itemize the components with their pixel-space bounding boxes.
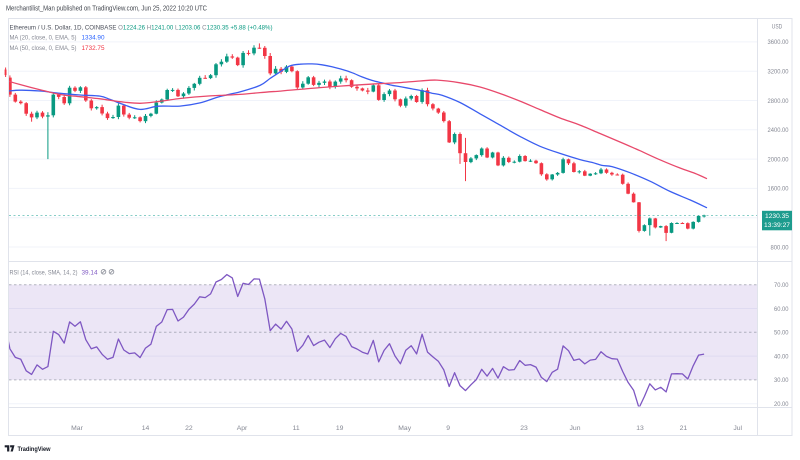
svg-text:70.00: 70.00 [774,282,789,289]
svg-text:RSI (14, close, SMA, 14, 2): RSI (14, close, SMA, 14, 2) [10,269,78,276]
svg-text:1600.00: 1600.00 [768,186,789,193]
svg-text:30.00: 30.00 [774,377,789,384]
svg-text:Jul: Jul [733,425,742,432]
svg-text:800.00: 800.00 [771,244,789,251]
svg-text:TradingView: TradingView [18,446,51,453]
svg-text:14: 14 [142,425,150,432]
svg-text:Mar: Mar [71,425,83,432]
svg-text:2400.00: 2400.00 [768,127,789,134]
svg-text:1334.90: 1334.90 [82,35,105,42]
svg-text:Ethereum / U.S. Dollar, 1D, CO: Ethereum / U.S. Dollar, 1D, COINBASE O12… [10,24,273,31]
svg-text:1230.35: 1230.35 [765,213,789,220]
svg-text:9: 9 [446,425,450,432]
svg-text:23: 23 [520,425,528,432]
svg-text:13: 13 [636,425,644,432]
svg-text:Merchantilist_Man published on: Merchantilist_Man published on TradingVi… [6,3,207,12]
svg-text:Jun: Jun [570,425,581,432]
svg-text:60.00: 60.00 [774,306,789,313]
svg-text:MA (50, close, 0, EMA, 5): MA (50, close, 0, EMA, 5) [10,45,77,52]
svg-text:22: 22 [185,425,193,432]
svg-text:21: 21 [680,425,688,432]
svg-text:20.00: 20.00 [774,401,789,408]
svg-text:39.14: 39.14 [82,269,98,276]
svg-text:3600.00: 3600.00 [768,39,789,46]
svg-text:13:39:27: 13:39:27 [764,222,790,229]
svg-text:11: 11 [293,425,300,432]
svg-text:MA (20, close, 0, EMA, 5): MA (20, close, 0, EMA, 5) [10,35,77,42]
svg-text:50.00: 50.00 [774,330,789,337]
svg-text:2800.00: 2800.00 [768,98,789,105]
svg-text:USD: USD [772,24,783,31]
svg-text:May: May [398,425,411,432]
svg-text:40.00: 40.00 [774,353,789,360]
svg-text:2000.00: 2000.00 [768,156,789,163]
svg-text:Apr: Apr [237,425,248,432]
svg-text:19: 19 [336,425,344,432]
svg-text:3200.00: 3200.00 [768,69,789,76]
svg-text:1732.75: 1732.75 [82,45,105,52]
